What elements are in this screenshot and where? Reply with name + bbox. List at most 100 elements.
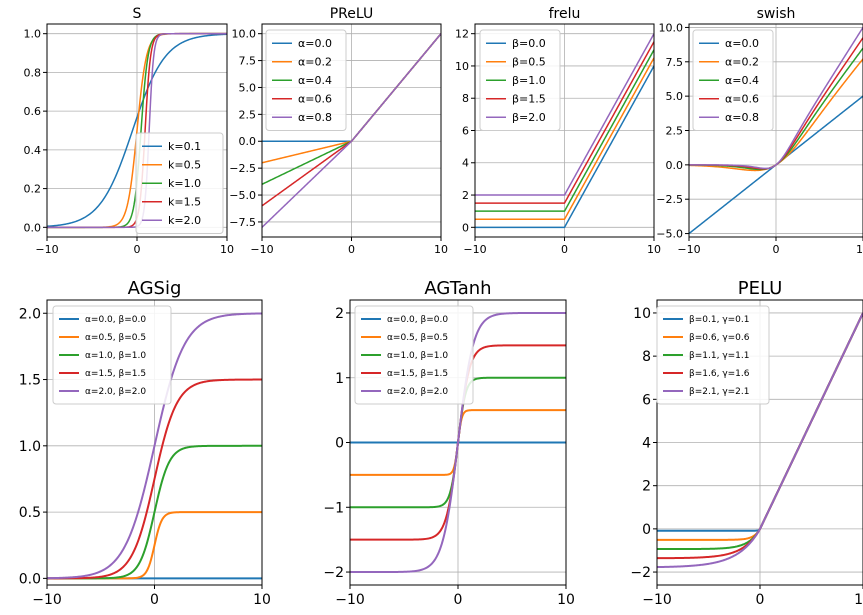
x-tick-label: 0 — [561, 243, 568, 256]
series-line — [350, 311, 566, 574]
legend-label: α=0.2 — [725, 56, 759, 69]
y-tick-label: 0.5 — [19, 505, 41, 521]
legend — [135, 132, 224, 234]
chart-title: frelu — [549, 6, 581, 22]
legend — [656, 305, 770, 405]
y-tick-label: 6 — [642, 392, 651, 408]
x-tick-label: −10 — [250, 243, 273, 256]
series-line — [47, 312, 262, 580]
legend-label: α=1.5, β=1.5 — [85, 369, 146, 379]
y-tick-label: 10 — [633, 306, 651, 322]
y-tick-label: 10.0 — [659, 21, 684, 34]
y-tick-label: −2 — [323, 565, 344, 581]
y-tick-label: 0.0 — [666, 159, 684, 172]
legend-label: α=0.0 — [725, 37, 759, 50]
legend-label: k=2.0 — [168, 214, 201, 227]
legend-label: β=0.0 — [512, 37, 546, 50]
y-tick-label: −2 — [630, 565, 651, 581]
chart-title: S — [133, 6, 142, 22]
y-tick-label: 2.5 — [666, 124, 684, 137]
y-tick-label: 1.5 — [19, 373, 41, 389]
legend-label: α=0.4 — [725, 74, 759, 87]
x-tick-label: 10 — [434, 243, 448, 256]
legend-label: β=0.5 — [512, 56, 546, 69]
legend-label: α=1.0, β=1.0 — [387, 351, 448, 361]
legend-label: k=0.5 — [168, 159, 201, 172]
legend — [265, 29, 347, 131]
x-tick-label: −10 — [677, 243, 700, 256]
legend-label: α=1.0, β=1.0 — [85, 351, 146, 361]
x-tick-label: 10 — [856, 243, 863, 256]
x-tick-label: −10 — [463, 243, 486, 256]
series-line — [475, 65, 654, 229]
y-tick-label: 2 — [462, 189, 469, 202]
legend — [354, 305, 474, 405]
y-tick-label: 5.0 — [239, 81, 257, 94]
series-line — [689, 27, 863, 170]
y-tick-label: 4 — [462, 157, 469, 170]
legend-label: α=0.6 — [725, 93, 759, 106]
y-tick-label: 2.5 — [239, 108, 257, 121]
y-tick-label: 1.0 — [24, 28, 42, 41]
y-tick-label: 8 — [642, 349, 651, 365]
y-tick-label: 6 — [462, 124, 469, 137]
legend-label: α=0.4 — [298, 74, 332, 87]
x-tick-label: 0 — [348, 243, 355, 256]
legend — [52, 305, 172, 405]
y-tick-label: 10 — [455, 60, 469, 73]
y-tick-label: −5.0 — [656, 228, 683, 241]
series-line — [657, 312, 863, 569]
y-tick-label: 5.0 — [666, 90, 684, 103]
legend-label: α=2.0, β=2.0 — [387, 387, 448, 397]
legend-label: β=2.0 — [512, 111, 546, 124]
chart-title: AGSig — [128, 278, 182, 299]
y-tick-label: 2 — [642, 479, 651, 495]
y-tick-label: 2 — [335, 306, 344, 322]
legend-label: α=0.5, β=0.5 — [85, 333, 146, 343]
panel-s: S −10 0 10 0.0 0.2 0.4 0.6 0.8 1.0 k=0.1 k=0.5 k=1.0… — [24, 6, 235, 256]
x-tick-label: 10 — [557, 592, 575, 608]
y-tick-label: 0.0 — [24, 221, 42, 234]
series-line — [262, 33, 441, 228]
x-tick-label: −10 — [335, 592, 365, 608]
panel-swish: swish −10 0 10 −5.0 −2.5 0.0 2.5 5.0 7.5 10.0 α=0.0… — [656, 6, 863, 256]
panel-prelu: PReLU −10 0 10 −7.5 −5.0 −2.5 0.0 2.5 5.0 7.5 10.0 α… — [229, 6, 448, 256]
y-tick-label: 10.0 — [232, 28, 257, 41]
legend-label: α=0.6 — [298, 93, 332, 106]
legend-label: α=0.0, β=0.0 — [85, 315, 146, 325]
legend-label: β=0.6, γ=0.6 — [689, 333, 750, 343]
legend-label: β=1.6, γ=1.6 — [689, 369, 750, 379]
y-tick-label: 1.0 — [19, 439, 41, 455]
y-tick-label: 0.8 — [24, 66, 42, 79]
y-tick-label: −2.5 — [229, 162, 256, 175]
y-tick-label: 0.6 — [24, 105, 42, 118]
series-line — [475, 41, 654, 204]
legend-label: k=1.0 — [168, 177, 201, 190]
y-tick-label: −1 — [323, 500, 344, 516]
x-tick-label: 10 — [253, 592, 271, 608]
legend-label: β=1.5 — [512, 93, 546, 106]
x-tick-label: 0 — [756, 592, 765, 608]
y-tick-label: 0 — [642, 522, 651, 538]
y-tick-label: 2.0 — [19, 306, 41, 322]
y-tick-label: 12 — [455, 28, 469, 41]
x-tick-label: 0 — [134, 243, 141, 256]
legend-label: β=1.0 — [512, 74, 546, 87]
y-tick-label: 1 — [335, 371, 344, 387]
legend-label: α=0.8 — [298, 111, 332, 124]
y-tick-label: 7.5 — [666, 56, 684, 69]
x-tick-label: 0 — [454, 592, 463, 608]
y-tick-label: 0.0 — [19, 571, 41, 587]
legend-label: α=2.0, β=2.0 — [85, 387, 146, 397]
legend — [692, 29, 774, 131]
series-line — [475, 57, 654, 220]
legend-label: α=1.5, β=1.5 — [387, 369, 448, 379]
legend-label: α=0.2 — [298, 56, 332, 69]
series-line — [475, 49, 654, 212]
x-tick-label: −10 — [35, 243, 58, 256]
x-tick-label: 0 — [150, 592, 159, 608]
y-tick-label: −5.0 — [229, 189, 256, 202]
x-tick-label: −10 — [32, 592, 62, 608]
y-tick-label: 4 — [642, 436, 651, 452]
legend-label: α=0.8 — [725, 111, 759, 124]
